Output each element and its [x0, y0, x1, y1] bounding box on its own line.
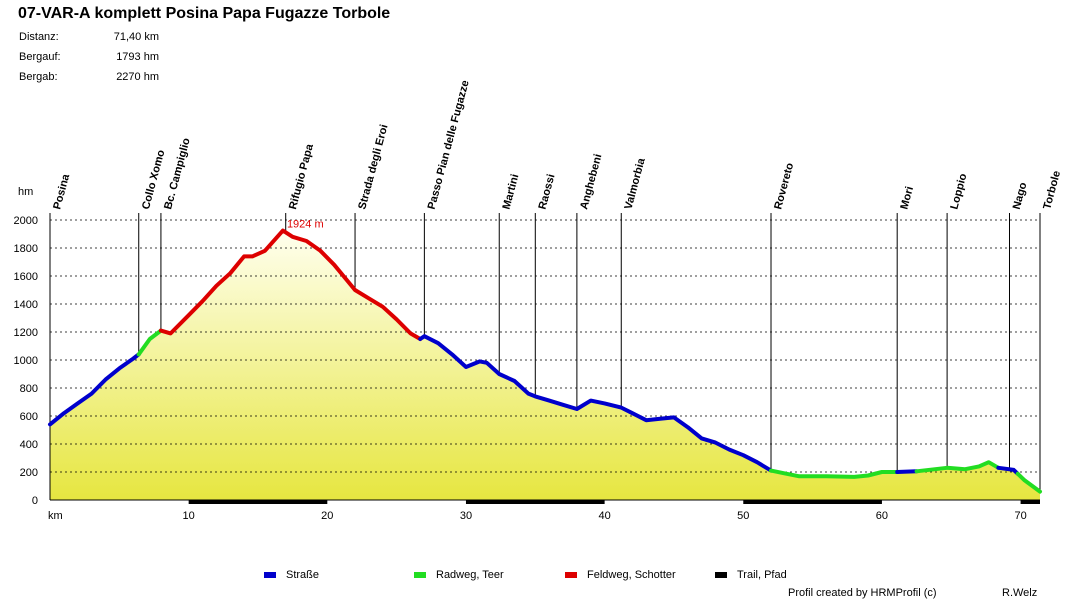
- waypoint-label: Posina: [51, 172, 72, 211]
- peak-annotation: 1924 m: [287, 219, 324, 231]
- author-text: R.Welz: [1002, 587, 1038, 599]
- waypoint-label: Passo Pian delle Fugazze: [426, 79, 472, 211]
- waypoint-label: Rifugio Papa: [287, 142, 316, 211]
- profile-line-road: [895, 469, 919, 474]
- y-tick-label: 0: [32, 495, 38, 507]
- legend-swatch-trail: [715, 572, 727, 578]
- waypoint-label: Raossi: [537, 173, 558, 211]
- waypoint-label: Torbole: [1041, 170, 1063, 211]
- profile-line-road: [418, 334, 773, 473]
- y-tick-label: 1800: [14, 243, 38, 255]
- credit-text: Profil created by HRMProfil (c): [788, 587, 937, 599]
- distance-label: Distanz:: [19, 31, 59, 43]
- chart-title: 07-VAR-A komplett Posina Papa Fugazze To…: [18, 5, 391, 22]
- x-tick-label: 30: [460, 510, 472, 522]
- y-tick-label: 1000: [14, 355, 38, 367]
- descent-value: 2270 hm: [116, 71, 159, 83]
- profile-line-cycleway: [914, 460, 1001, 474]
- x-axis-label: km: [48, 510, 63, 522]
- ascent-value: 1793 hm: [116, 51, 159, 63]
- legend-label-road: Straße: [286, 569, 320, 581]
- y-tick-label: 2000: [14, 215, 38, 227]
- x-tick-label: 20: [321, 510, 333, 522]
- distance-value: 71,40 km: [113, 31, 159, 43]
- legend-item-trail: Trail, Pfad: [715, 569, 787, 581]
- km-scale-bar-segment: [188, 500, 328, 504]
- waypoint-label: Mori: [898, 185, 916, 211]
- y-tick-label: 200: [20, 467, 38, 479]
- x-tick-label: 40: [598, 510, 610, 522]
- legend-label-trail: Trail, Pfad: [737, 569, 787, 581]
- legend-swatch-road: [264, 572, 276, 578]
- profile-line-gravel: [158, 228, 423, 341]
- km-scale-bar-segment: [743, 500, 882, 504]
- legend-item-cycleway: Radweg, Teer: [414, 569, 504, 581]
- legend-swatch-cycleway: [414, 572, 426, 578]
- descent-label: Bergab:: [19, 71, 58, 83]
- x-tick-label: 10: [183, 510, 195, 522]
- waypoint-label: Anghebeni: [578, 153, 604, 211]
- km-scale-bar-segment: [1020, 500, 1040, 504]
- profile-line-cycleway: [1015, 471, 1042, 494]
- y-tick-label: 1400: [14, 299, 38, 311]
- y-tick-label: 600: [20, 411, 38, 423]
- legend-item-gravel: Feldweg, Schotter: [565, 569, 676, 581]
- legend-label-gravel: Feldweg, Schotter: [587, 569, 676, 581]
- legend-label-cycleway: Radweg, Teer: [436, 569, 504, 581]
- profile-line-cycleway: [136, 328, 163, 357]
- waypoint-label: Rovereto: [772, 161, 796, 210]
- x-tick-label: 50: [737, 510, 749, 522]
- y-tick-label: 1600: [14, 271, 38, 283]
- x-tick-label: 60: [876, 510, 888, 522]
- y-tick-label: 1200: [14, 327, 38, 339]
- waypoint-label: Loppio: [948, 172, 969, 211]
- y-axis-label: hm: [18, 186, 33, 198]
- waypoint-label: Valmorbia: [623, 156, 648, 211]
- y-tick-label: 800: [20, 383, 38, 395]
- legend-swatch-gravel: [565, 572, 577, 578]
- waypoint-label: Nago: [1011, 181, 1030, 211]
- profile-line-road: [48, 352, 141, 427]
- y-tick-label: 400: [20, 439, 38, 451]
- waypoint-label: Bc. Campiglio: [162, 137, 193, 211]
- ascent-label: Bergauf:: [19, 51, 61, 63]
- km-scale-bar-segment: [465, 500, 605, 504]
- profile-area-fill: [50, 230, 1040, 500]
- waypoint-label: Martini: [501, 173, 522, 211]
- legend-item-road: Straße: [264, 569, 319, 581]
- profile-line-cycleway: [769, 468, 900, 479]
- waypoint-label: Strada degli Eroi: [356, 123, 390, 211]
- x-tick-label: 70: [1014, 510, 1026, 522]
